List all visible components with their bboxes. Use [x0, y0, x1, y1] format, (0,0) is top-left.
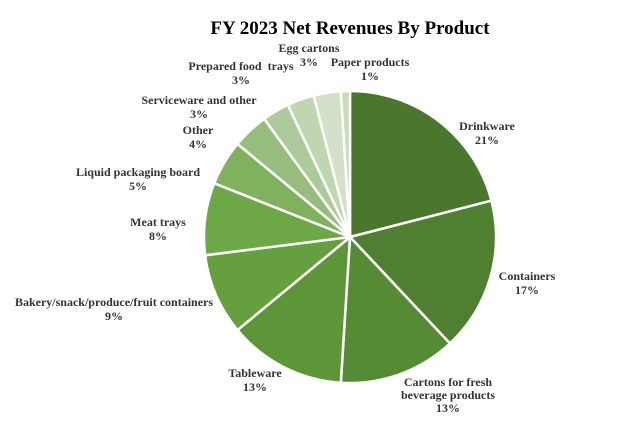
label-liquid-name: Liquid packaging board	[76, 165, 200, 179]
pie-slice-cartons	[339, 234, 452, 385]
label-other-pct: 4%	[189, 137, 207, 151]
label-prepared-name: Prepared food trays	[188, 59, 294, 73]
label-egg-name: Egg cartons	[279, 41, 340, 55]
slice-labels: Drinkware 21% Containers 17% Cartons for…	[15, 41, 556, 415]
label-paper-pct: 1%	[361, 69, 379, 83]
label-serviceware-name: Serviceware and other	[141, 93, 257, 107]
label-containers-pct: 17%	[515, 283, 539, 297]
label-cartons-pct: 13%	[436, 401, 460, 415]
label-prepared-pct: 3%	[232, 73, 250, 87]
label-meat-name: Meat trays	[130, 215, 186, 229]
label-drinkware-name: Drinkware	[459, 119, 515, 133]
label-liquid-pct: 5%	[129, 179, 147, 193]
label-cartons-name-line2: beverage products	[401, 388, 495, 402]
pie-slice-drinkware	[348, 89, 493, 239]
label-drinkware-pct: 21%	[475, 133, 499, 147]
label-containers-name: Containers	[499, 269, 556, 283]
label-meat-pct: 8%	[149, 229, 167, 243]
label-other-name: Other	[183, 123, 214, 137]
label-tableware-pct: 13%	[243, 380, 267, 394]
pie-slice-paper	[339, 89, 352, 238]
pie-slices	[202, 89, 498, 385]
label-egg-pct: 3%	[300, 55, 318, 69]
pie-slice-bakery	[203, 235, 355, 332]
label-bakery-pct: 9%	[105, 309, 123, 323]
pie-slice-containers	[347, 199, 498, 346]
label-bakery-name: Bakery/snack/produce/fruit containers	[15, 295, 213, 309]
label-cartons-name-line1: Cartons for fresh	[404, 375, 493, 389]
label-paper-name: Paper products	[331, 55, 410, 69]
label-tableware-name: Tableware	[228, 366, 282, 380]
label-serviceware-pct: 3%	[190, 107, 208, 121]
pie-slice-tableware	[235, 234, 352, 385]
chart-title: FY 2023 Net Revenues By Product	[210, 18, 490, 39]
